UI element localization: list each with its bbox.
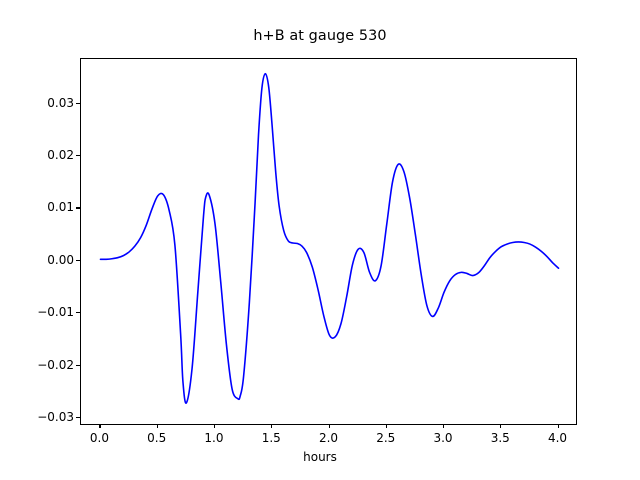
x-tick-label: 0.5	[147, 431, 167, 445]
chart-title: h+B at gauge 530	[253, 28, 387, 44]
plot-area	[80, 58, 577, 425]
y-tick-label: −0.02	[37, 357, 74, 372]
x-tick-label: 3.0	[433, 431, 453, 445]
y-tick-mark	[76, 364, 80, 366]
x-tick-mark	[271, 424, 273, 428]
x-tick-label: 4.0	[547, 431, 568, 445]
y-tick-mark	[76, 417, 80, 419]
x-tick-mark	[500, 424, 502, 428]
y-tick-mark	[76, 154, 80, 157]
x-axis-tick-labels: 0.0 0.5 1.0 1.5 2.0 2.5 3.0 3.5 4.0	[80, 431, 577, 449]
y-tick-label: −0.03	[37, 410, 74, 425]
x-tick-label: 2.5	[376, 431, 396, 445]
x-tick-mark	[99, 424, 101, 428]
x-tick-mark	[156, 424, 158, 428]
y-tick-label: −0.01	[37, 305, 74, 320]
x-tick-label: 1.5	[261, 431, 281, 445]
x-axis-tick-marks	[80, 424, 577, 430]
y-tick-label: 0.03	[47, 95, 74, 110]
y-axis-tick-marks	[0, 58, 80, 425]
x-tick-mark	[557, 424, 559, 428]
y-tick-label: 0.00	[47, 252, 74, 267]
x-tick-label: 2.0	[318, 431, 339, 445]
x-tick-mark	[385, 424, 387, 428]
y-axis-tick-labels: −0.03 −0.02 −0.01 0.00 0.01 0.02 0.03	[0, 58, 74, 425]
x-tick-label: 1.0	[204, 431, 224, 445]
y-tick-mark	[76, 207, 80, 209]
x-tick-mark	[443, 424, 445, 428]
data-line-series	[99, 72, 560, 404]
series-h-plus-b-path	[99, 72, 560, 404]
y-tick-label: 0.02	[47, 147, 74, 162]
x-axis-label: hours	[303, 450, 337, 464]
x-tick-label: 3.5	[490, 431, 510, 445]
x-tick-label: 0.0	[89, 431, 109, 445]
x-tick-mark	[328, 424, 330, 428]
y-tick-mark	[76, 259, 80, 261]
y-tick-mark	[76, 102, 80, 104]
y-tick-mark	[76, 312, 80, 314]
y-tick-label: 0.01	[47, 200, 74, 215]
x-tick-mark	[213, 424, 216, 428]
